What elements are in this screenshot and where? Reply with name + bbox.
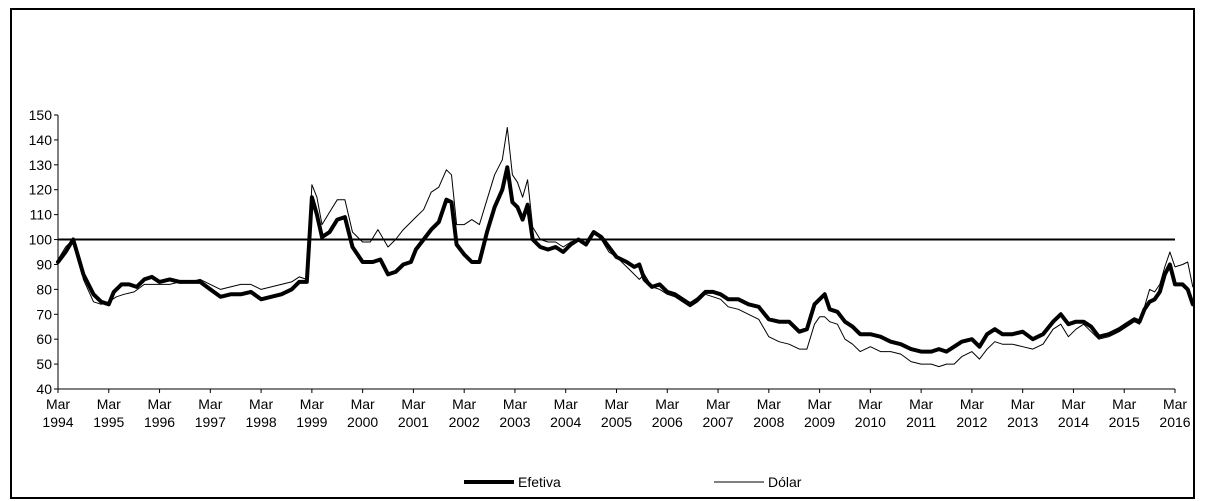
x-tick-label-year: 2011 [906, 414, 936, 430]
y-tick-label: 60 [36, 331, 52, 347]
x-tick-label-month: Mar [452, 396, 476, 412]
legend-label-dolar: Dólar [768, 474, 802, 490]
y-tick-label: 50 [36, 356, 52, 372]
series-line-efetiva [56, 165, 1193, 354]
y-tick-label: 70 [36, 306, 52, 322]
x-tick-label-year: 2001 [398, 414, 429, 430]
x-tick-label-year: 2009 [804, 414, 835, 430]
series-line-dolar [57, 127, 1193, 368]
y-tick-label: 150 [29, 107, 53, 123]
x-tick-label-year: 2014 [1058, 414, 1089, 430]
x-tick-label-month: Mar [300, 396, 324, 412]
x-tick-label-month: Mar [401, 396, 425, 412]
legend-label-efetiva: Efetiva [518, 474, 561, 490]
x-tick-label-year: 2008 [753, 414, 784, 430]
x-tick-label-year: 1998 [246, 414, 277, 430]
x-tick-label-year: 2010 [855, 414, 886, 430]
x-tick-label-month: Mar [1112, 396, 1136, 412]
x-tick-label-year: 1997 [195, 414, 226, 430]
x-tick-label-year: 2013 [1007, 414, 1038, 430]
x-tick-label-year: 2007 [702, 414, 733, 430]
x-tick-label-month: Mar [960, 396, 984, 412]
x-tick-label-year: 2004 [550, 414, 581, 430]
x-axis-ticks: Mar 1994 Mar 1995 Mar 1996 Mar 1997 Mar 1998 Mar 19… [42, 389, 1191, 430]
y-tick-label: 130 [29, 157, 53, 173]
x-tick-label-month: Mar [909, 396, 933, 412]
y-tick-label: 110 [30, 207, 53, 223]
x-tick-label-year: 2002 [449, 414, 480, 430]
x-tick-label-year: 1996 [144, 414, 175, 430]
y-tick-label: 40 [36, 381, 52, 397]
y-tick-label: 80 [36, 281, 52, 297]
x-tick-label-year: 2003 [499, 414, 530, 430]
legend: Efetiva Dólar [464, 474, 802, 490]
x-tick-label-year: 2000 [347, 414, 378, 430]
x-tick-label-month: Mar [97, 396, 121, 412]
x-tick-label-year: 1994 [42, 414, 73, 430]
y-tick-label: 140 [29, 132, 53, 148]
x-tick-label-month: Mar [249, 396, 273, 412]
series-group [56, 127, 1193, 368]
x-tick-label-year: 2005 [601, 414, 632, 430]
y-tick-label: 90 [36, 256, 52, 272]
x-tick-label-month: Mar [503, 396, 527, 412]
x-tick-label-month: Mar [808, 396, 832, 412]
x-tick-label-year: 1995 [93, 414, 124, 430]
y-axis-ticks: 40 50 60 70 80 90 100 110 120 130 140 150 [29, 107, 58, 397]
x-tick-label-year: 2016 [1159, 414, 1190, 430]
x-tick-label-month: Mar [147, 396, 171, 412]
y-tick-label: 120 [29, 182, 53, 198]
x-tick-label-month: Mar [757, 396, 781, 412]
chart-frame: 40 50 60 70 80 90 100 110 120 130 140 150 Mar 1994 Ma… [10, 8, 1195, 499]
x-tick-label-month: Mar [351, 396, 375, 412]
x-tick-label-month: Mar [655, 396, 679, 412]
x-tick-label-month: Mar [604, 396, 628, 412]
x-tick-label-month: Mar [46, 396, 70, 412]
y-tick-label: 100 [29, 232, 53, 248]
x-tick-label-year: 2006 [652, 414, 683, 430]
x-tick-label-month: Mar [198, 396, 222, 412]
x-tick-label-month: Mar [1011, 396, 1035, 412]
axes [57, 115, 1175, 390]
x-tick-label-month: Mar [1061, 396, 1085, 412]
x-tick-label-year: 1999 [296, 414, 327, 430]
x-tick-label-month: Mar [858, 396, 882, 412]
x-tick-label-year: 2015 [1109, 414, 1140, 430]
x-tick-label-month: Mar [1163, 396, 1187, 412]
x-tick-label-month: Mar [554, 396, 578, 412]
x-tick-label-month: Mar [706, 396, 730, 412]
x-tick-label-year: 2012 [956, 414, 987, 430]
